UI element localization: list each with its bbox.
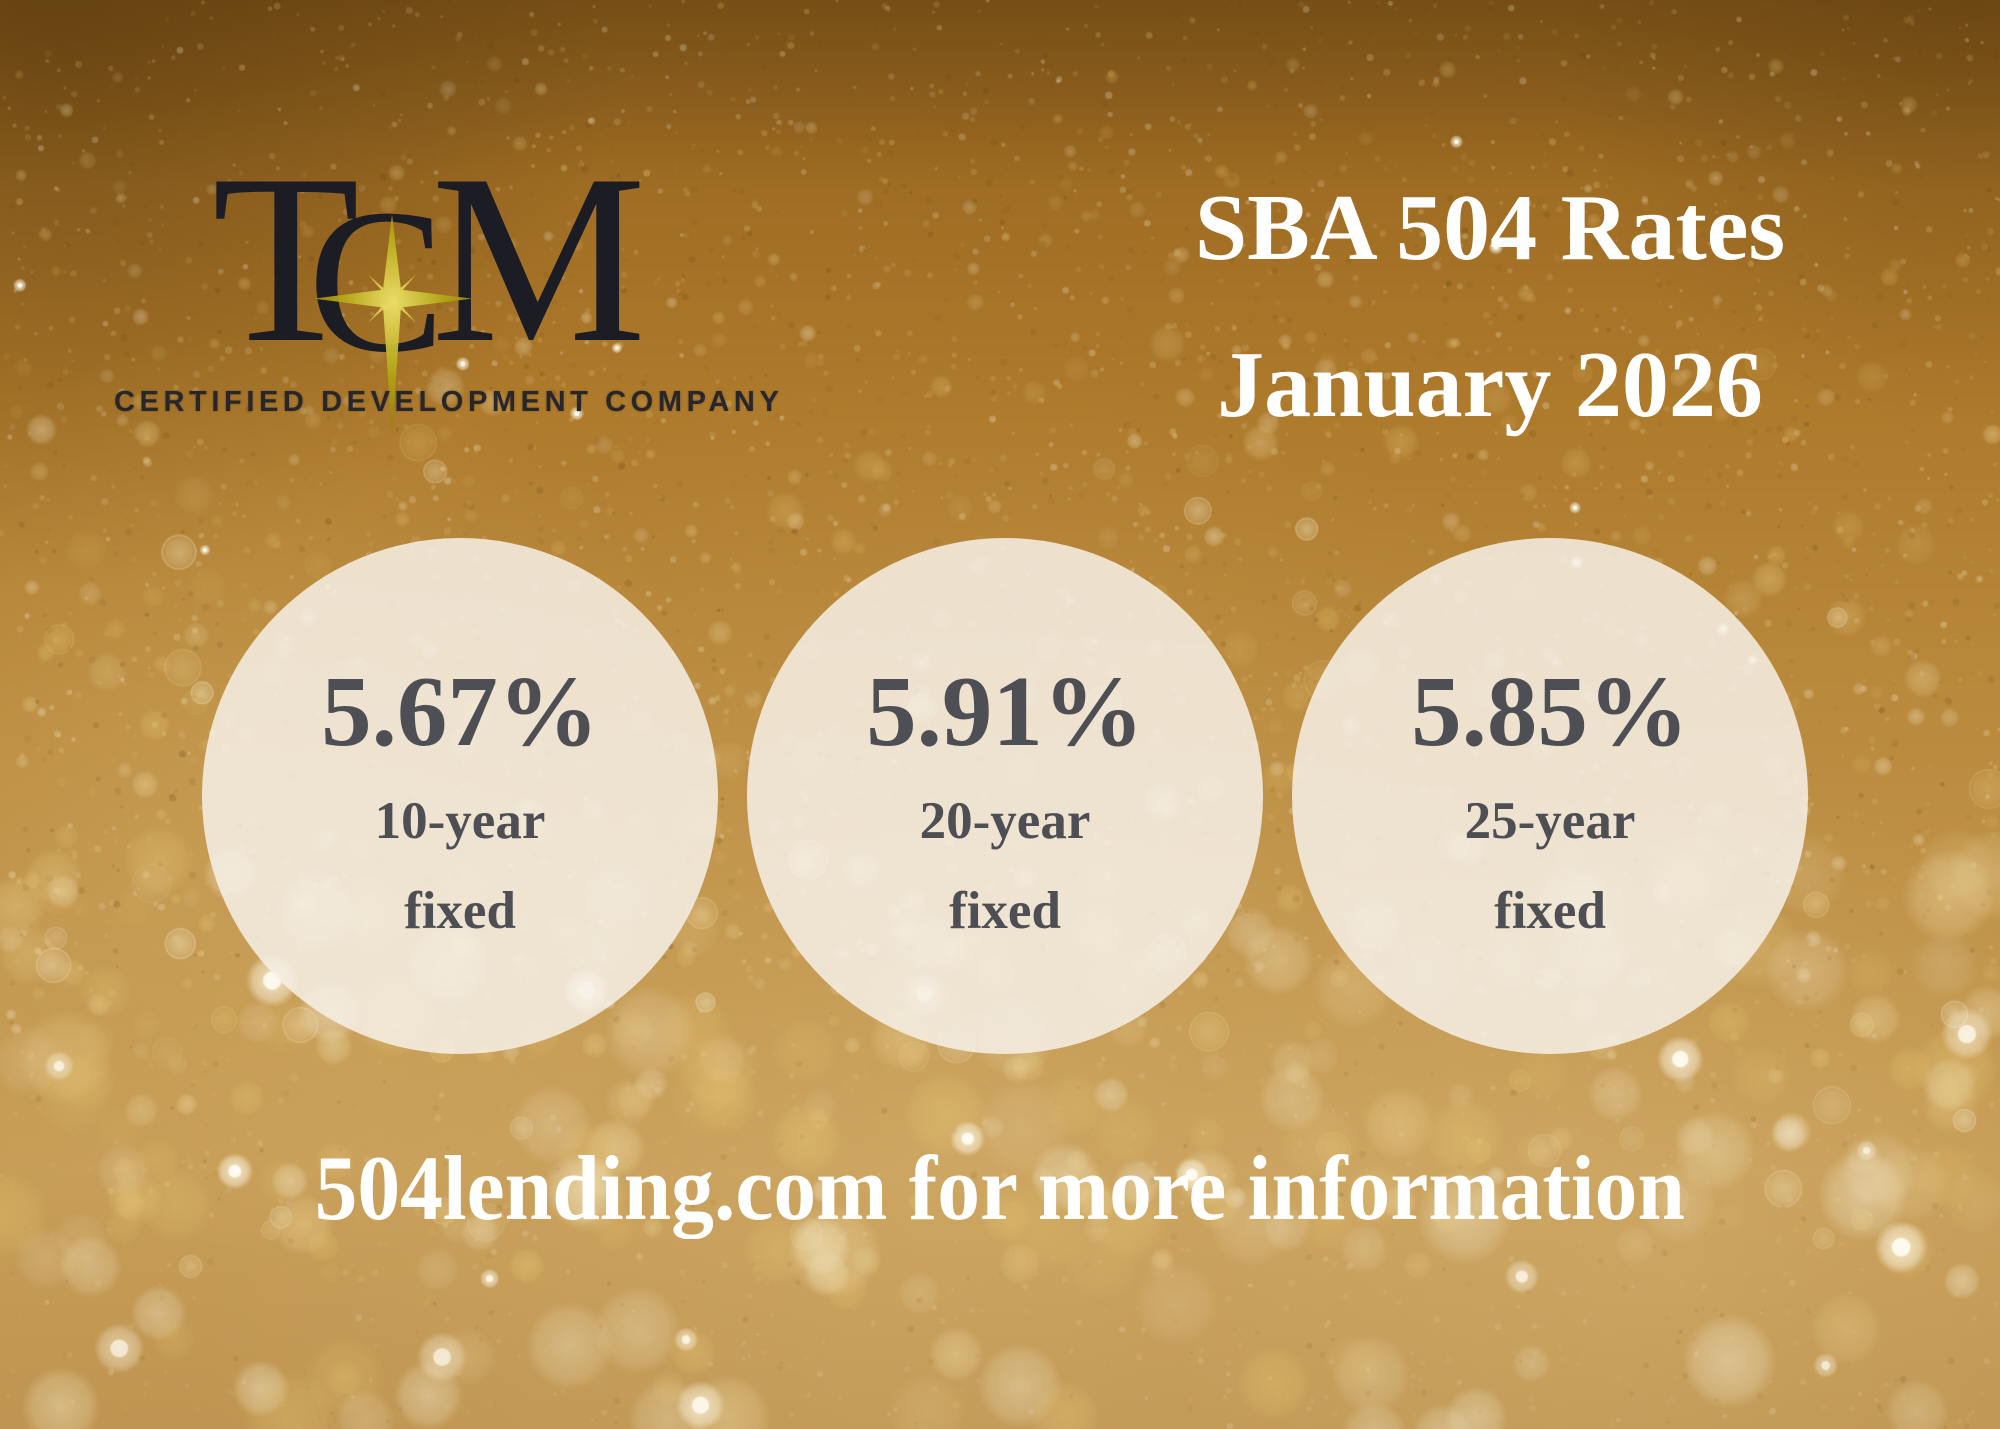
title-block: SBA 504 Rates January 2026	[1160, 150, 1820, 464]
logo-letter-m: M	[431, 125, 647, 393]
title-line2: January 2026	[1217, 333, 1763, 437]
rate-circle-25yr: 5.85% 25-year fixed	[1292, 538, 1808, 1054]
rate-value: 5.67%	[321, 654, 599, 767]
logo-tagline: CERTIFIED DEVELOPMENT COMPANY	[114, 386, 784, 418]
rate-kind: fixed	[949, 882, 1061, 941]
rate-kind: fixed	[1494, 882, 1606, 941]
rate-value: 5.91%	[866, 654, 1144, 767]
rate-term: 25-year	[1464, 791, 1636, 850]
rate-term: 10-year	[374, 791, 546, 850]
title-line1: SBA 504 Rates	[1194, 176, 1786, 280]
logo-letter-c: C	[307, 166, 446, 395]
footer-message: 504lending.com for more information	[314, 1137, 1686, 1239]
rate-term: 20-year	[919, 791, 1091, 850]
rate-circle-10yr: 5.67% 10-year fixed	[202, 538, 718, 1054]
rate-value: 5.85%	[1411, 654, 1689, 767]
logo-letter-t: T	[212, 125, 360, 393]
tcm-logo: T C M	[212, 125, 647, 434]
four-point-star-icon	[313, 214, 473, 434]
rate-kind: fixed	[404, 882, 516, 941]
rate-circle-20yr: 5.91% 20-year fixed	[747, 538, 1263, 1054]
